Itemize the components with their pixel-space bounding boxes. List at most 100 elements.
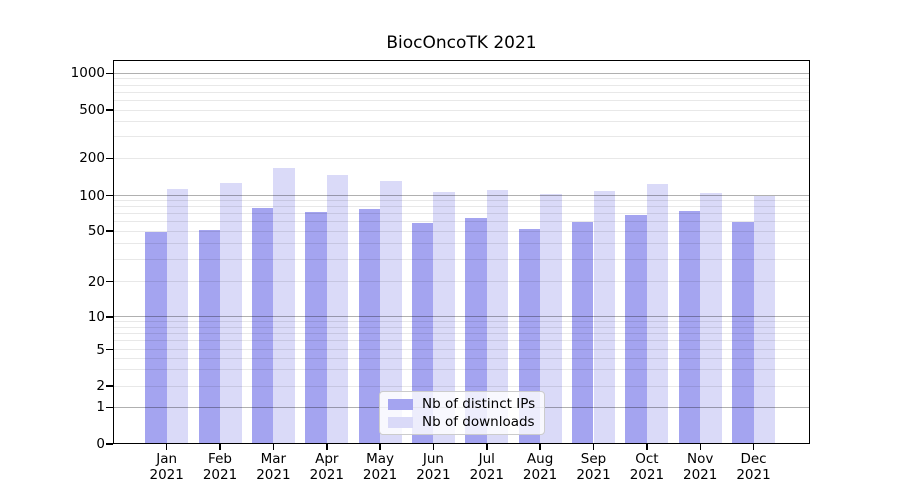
x-tick-mark [432, 444, 435, 450]
x-tick-label: Nov 2021 [668, 451, 732, 483]
plot-area [113, 60, 810, 444]
bar-downloads [380, 181, 402, 444]
gridline-minor [113, 221, 810, 223]
x-tick-label-month: Dec [740, 451, 767, 467]
y-tick-mark [106, 348, 113, 351]
y-tick-mark [106, 316, 113, 318]
x-tick-mark [379, 444, 381, 450]
x-tick-mark [539, 444, 541, 450]
x-tick-label-year: 2021 [149, 467, 184, 483]
x-tick-mark [165, 444, 168, 450]
gridline-minor [113, 78, 810, 80]
x-tick-mark [272, 444, 275, 450]
bar-downloads [166, 189, 189, 444]
y-tick-mark [106, 109, 113, 111]
bar-downloads [326, 174, 349, 444]
x-tick-mark [592, 444, 595, 450]
bar-downloads [220, 182, 242, 444]
x-tick-label-year: 2021 [736, 467, 771, 483]
x-tick-label: Oct 2021 [615, 451, 679, 483]
bar-downloads [486, 189, 509, 444]
y-tick-label: 0 [96, 436, 105, 452]
gridline-minor [113, 258, 810, 260]
bar-distinct-ips [518, 229, 541, 444]
legend-label-downloads: Nb of downloads [422, 414, 535, 430]
bar-distinct-ips [571, 221, 594, 444]
x-tick-label: Aug 2021 [508, 451, 572, 483]
x-tick-label: Apr 2021 [295, 451, 359, 483]
bar-distinct-ips [251, 208, 274, 444]
x-tick-label-month: Apr [315, 451, 339, 467]
x-tick-label: Dec 2021 [722, 451, 786, 483]
bar-distinct-ips [678, 210, 701, 444]
x-tick-label-month: May [366, 451, 395, 467]
y-tick-mark [106, 72, 113, 74]
x-tick-label: Jun 2021 [401, 451, 465, 483]
gridline-minor [113, 333, 810, 335]
x-tick-label-year: 2021 [362, 467, 398, 483]
bar-distinct-ips [198, 230, 221, 444]
gridline-minor [113, 84, 810, 86]
x-tick-label-month: Jul [478, 451, 495, 467]
x-tick-label-year: 2021 [309, 467, 344, 483]
bar-downloads [753, 195, 776, 444]
bar-downloads [700, 192, 722, 444]
y-tick-label: 10 [87, 308, 105, 325]
bar-distinct-ips [625, 215, 647, 444]
legend-swatch-downloads [388, 416, 413, 428]
x-tick-mark [646, 444, 648, 450]
x-tick-label: Mar 2021 [241, 451, 305, 483]
y-tick-label: 50 [87, 223, 105, 239]
y-tick-label: 5 [96, 341, 105, 358]
gridline-minor [113, 200, 810, 202]
gridline-minor [113, 242, 810, 244]
x-tick-label-month: Jun [422, 451, 444, 467]
y-tick-label: 1 [96, 399, 105, 416]
x-tick-label-year: 2021 [522, 467, 558, 483]
gridline-minor [113, 109, 810, 111]
x-tick-label-month: Nov [687, 451, 714, 467]
x-tick-label-month: Jan [156, 451, 178, 467]
y-tick-mark [106, 230, 113, 232]
x-tick-mark [699, 444, 701, 450]
gridline-minor [113, 369, 810, 371]
y-tick-mark [106, 385, 113, 387]
legend-label-distinct-ips: Nb of distinct IPs [422, 396, 536, 412]
y-tick-mark [106, 157, 113, 160]
gridline-major [113, 72, 810, 74]
legend-item-distinct-ips: Nb of distinct IPs [388, 396, 535, 412]
bar-distinct-ips [145, 232, 167, 444]
x-tick-label-month: Oct [635, 451, 659, 467]
bar-downloads [273, 167, 295, 444]
x-tick-label-year: 2021 [629, 467, 665, 483]
x-tick-mark [486, 444, 488, 450]
gridline-major [113, 316, 810, 318]
y-tick-mark [106, 194, 113, 197]
bar-downloads [646, 184, 669, 444]
x-tick-label-month: Feb [208, 451, 232, 467]
bar-downloads [593, 190, 616, 444]
y-tick-label: 2 [96, 378, 105, 394]
x-tick-label-month: Sep [580, 451, 607, 467]
gridline-minor [113, 357, 810, 359]
x-tick-label-year: 2021 [256, 467, 291, 483]
gridline-minor [113, 136, 810, 138]
bar-distinct-ips [465, 217, 487, 444]
gridline-minor [113, 206, 810, 208]
gridline-minor [113, 385, 810, 387]
x-tick-label-month: Mar [260, 451, 287, 467]
gridline-minor [113, 99, 810, 101]
legend-item-downloads: Nb of downloads [388, 414, 535, 430]
y-tick-mark [106, 406, 113, 408]
y-tick-label: 1000 [70, 65, 105, 82]
gridline-minor [113, 91, 810, 93]
x-tick-label: May 2021 [348, 451, 412, 483]
gridline-minor [113, 326, 810, 328]
legend: Nb of distinct IPs Nb of downloads [379, 391, 546, 435]
x-tick-label-year: 2021 [683, 467, 718, 483]
x-tick-label: Jan 2021 [135, 451, 199, 483]
bar-downloads [540, 193, 562, 444]
legend-swatch-distinct-ips [388, 398, 413, 410]
x-tick-label-year: 2021 [202, 467, 238, 483]
x-tick-mark [219, 444, 221, 450]
